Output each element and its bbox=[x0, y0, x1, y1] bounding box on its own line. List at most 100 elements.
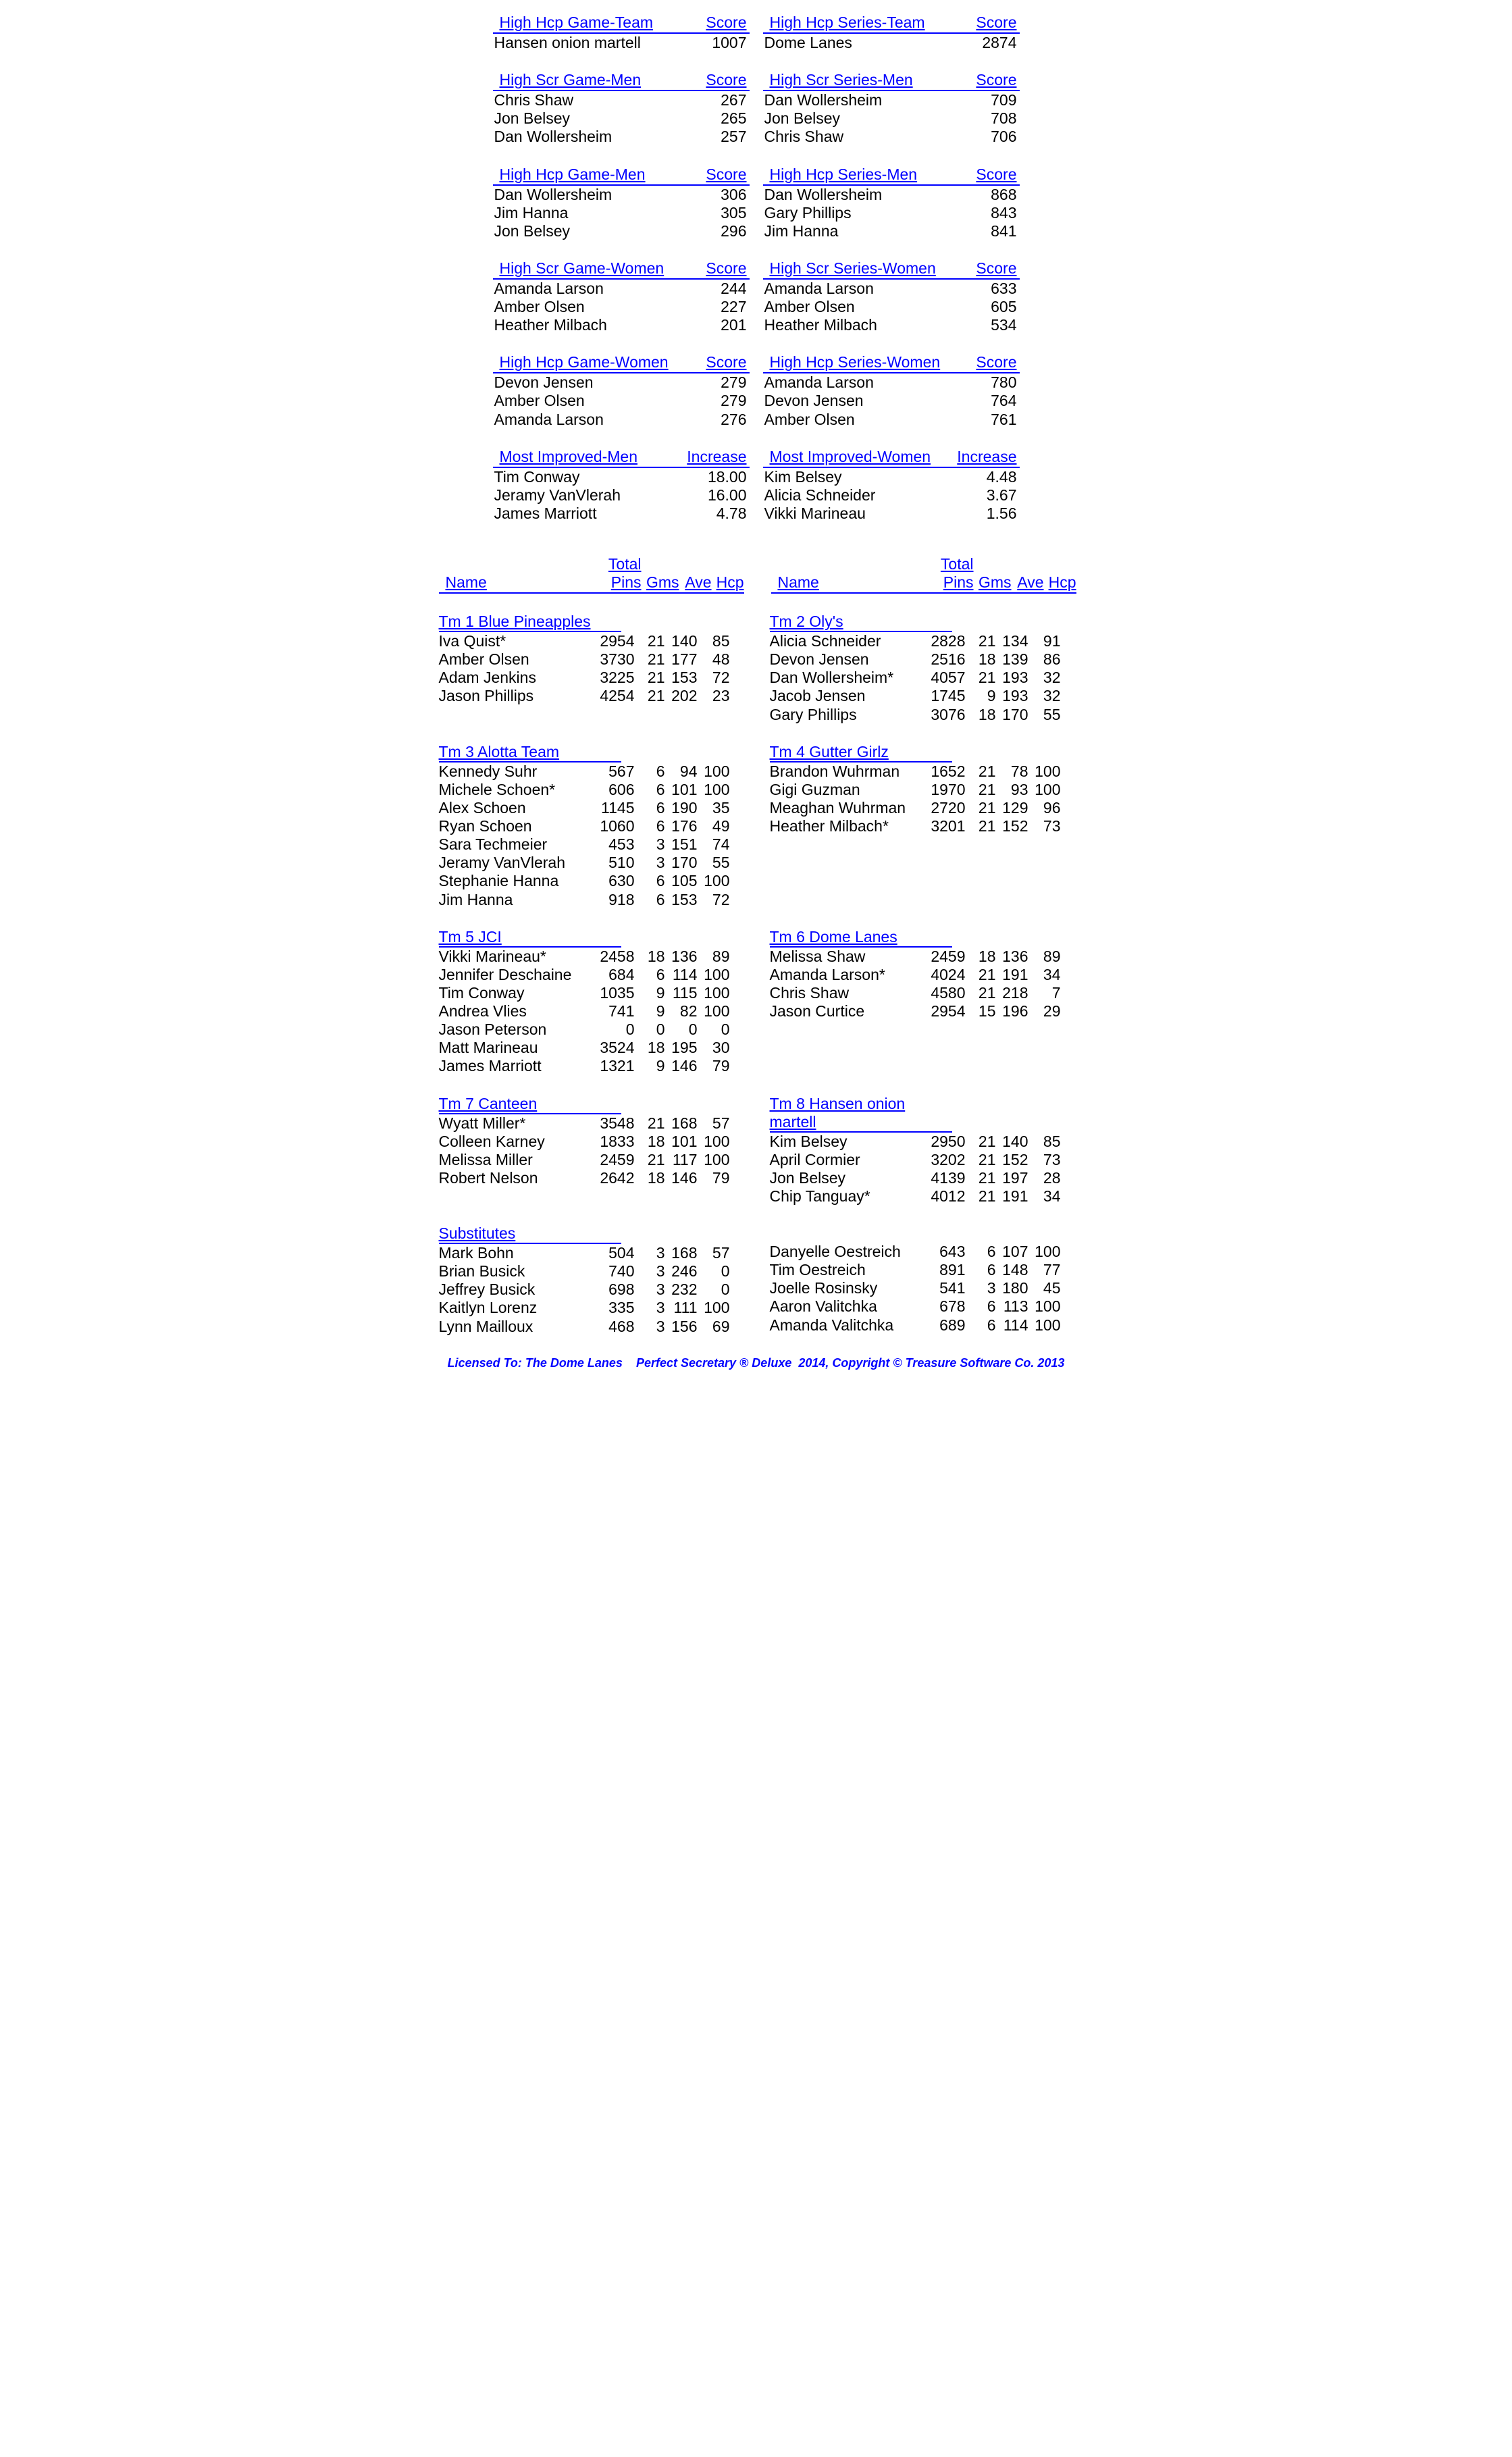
player-gms: 21 bbox=[635, 1151, 665, 1169]
player-row: Chip Tanguay*40122119134 bbox=[770, 1187, 1074, 1206]
player-ave: 151 bbox=[665, 835, 698, 854]
player-hcp: 72 bbox=[698, 891, 730, 909]
player-name: Amanda Valitchka bbox=[770, 1316, 918, 1335]
stat-value: 843 bbox=[991, 204, 1016, 222]
stat-row: Dan Wollersheim709 bbox=[763, 91, 1020, 109]
stat-row: Dome Lanes2874 bbox=[763, 34, 1020, 52]
player-hcp: 48 bbox=[698, 650, 730, 669]
player-ave: 82 bbox=[665, 1002, 698, 1020]
player-gms: 6 bbox=[966, 1243, 996, 1261]
stat-row: Amanda Larson276 bbox=[493, 411, 750, 429]
col-ave: Ave bbox=[679, 573, 712, 592]
player-row: Jeffrey Busick69832320 bbox=[439, 1281, 743, 1299]
player-ave: 196 bbox=[996, 1002, 1028, 1020]
player-pins: 1833 bbox=[588, 1133, 635, 1151]
stat-header: Most Improved-WomenIncrease bbox=[763, 448, 1020, 468]
player-ave: 140 bbox=[996, 1133, 1028, 1151]
player-name: Joelle Rosinsky bbox=[770, 1279, 918, 1297]
player-pins: 643 bbox=[918, 1243, 966, 1261]
player-hcp: 100 bbox=[1028, 1297, 1061, 1316]
player-row: Jon Belsey41392119728 bbox=[770, 1169, 1074, 1187]
player-ave: 94 bbox=[665, 762, 698, 781]
player-ave: 115 bbox=[665, 984, 698, 1002]
team-pair: Tm 1 Blue PineapplesIva Quist*2954211408… bbox=[439, 613, 1074, 724]
stat-value: 265 bbox=[721, 109, 746, 128]
player-row: Dan Wollersheim*40572119332 bbox=[770, 669, 1074, 687]
player-gms: 15 bbox=[966, 1002, 996, 1020]
stat-name: Amber Olsen bbox=[764, 411, 855, 429]
col-gms: Gms bbox=[642, 573, 679, 592]
player-gms: 18 bbox=[635, 948, 665, 966]
player-hcp: 34 bbox=[1028, 966, 1061, 984]
player-hcp: 85 bbox=[698, 632, 730, 650]
player-name: Jennifer Deschaine bbox=[439, 966, 588, 984]
player-pins: 3524 bbox=[588, 1039, 635, 1057]
player-pins: 0 bbox=[588, 1020, 635, 1039]
player-gms: 21 bbox=[635, 632, 665, 650]
player-ave: 153 bbox=[665, 669, 698, 687]
stat-name: Kim Belsey bbox=[764, 468, 842, 486]
player-pins: 2950 bbox=[918, 1133, 966, 1151]
player-name: Mark Bohn bbox=[439, 1244, 588, 1262]
player-name: Melissa Miller bbox=[439, 1151, 588, 1169]
stat-block: High Scr Game-MenScoreChris Shaw267Jon B… bbox=[493, 71, 750, 146]
player-row: Andrea Vlies741982100 bbox=[439, 1002, 743, 1020]
stat-row: Amanda Larson780 bbox=[763, 373, 1020, 392]
stat-name: James Marriott bbox=[494, 505, 597, 523]
player-name: Danyelle Oestreich bbox=[770, 1243, 918, 1261]
player-pins: 740 bbox=[588, 1262, 635, 1281]
stat-name: Dan Wollersheim bbox=[764, 91, 883, 109]
player-ave: 168 bbox=[665, 1114, 698, 1133]
player-name: Lynn Mailloux bbox=[439, 1318, 588, 1336]
team-pair: Tm 3 Alotta TeamKennedy Suhr567694100Mic… bbox=[439, 743, 1074, 909]
stat-value: 16.00 bbox=[708, 486, 747, 505]
stat-score-label: Increase bbox=[687, 448, 746, 466]
stat-value: 279 bbox=[721, 392, 746, 410]
player-pins: 468 bbox=[588, 1318, 635, 1336]
stat-title: High Hcp Game-Men bbox=[500, 165, 646, 184]
player-hcp: 100 bbox=[698, 966, 730, 984]
player-section: Name Total Pins Gms Ave Hcp Name Total P… bbox=[439, 555, 1074, 1336]
team-name: Tm 3 Alotta Team bbox=[439, 743, 560, 760]
stat-row: Jeramy VanVlerah16.00 bbox=[493, 486, 750, 505]
player-name: Jim Hanna bbox=[439, 891, 588, 909]
player-hcp: 32 bbox=[1028, 687, 1061, 705]
player-name: Amber Olsen bbox=[439, 650, 588, 669]
player-name: Gigi Guzman bbox=[770, 781, 918, 799]
player-hcp: 100 bbox=[1028, 781, 1061, 799]
player-pins: 2642 bbox=[588, 1169, 635, 1187]
stat-row: Tim Conway18.00 bbox=[493, 468, 750, 486]
player-row: Meaghan Wuhrman27202112996 bbox=[770, 799, 1074, 817]
stat-score-label: Score bbox=[706, 71, 746, 89]
player-row: Jim Hanna918615372 bbox=[439, 891, 743, 909]
player-ave: 180 bbox=[996, 1279, 1028, 1297]
stat-name: Amber Olsen bbox=[764, 298, 855, 316]
player-gms: 18 bbox=[966, 650, 996, 669]
player-hcp: 100 bbox=[1028, 1243, 1061, 1261]
col-hcp: Hcp bbox=[712, 573, 744, 592]
stat-value: 305 bbox=[721, 204, 746, 222]
stat-title: High Hcp Series-Team bbox=[770, 14, 925, 32]
stat-block: High Scr Series-MenScoreDan Wollersheim7… bbox=[763, 71, 1020, 146]
stat-value: 279 bbox=[721, 373, 746, 392]
stat-name: Amanda Larson bbox=[764, 280, 874, 298]
player-row: Jeramy VanVlerah510317055 bbox=[439, 854, 743, 872]
player-row: Stephanie Hanna6306105100 bbox=[439, 872, 743, 890]
player-hcp: 49 bbox=[698, 817, 730, 835]
stat-name: Heather Milbach bbox=[494, 316, 607, 334]
player-ave: 107 bbox=[996, 1243, 1028, 1261]
player-name: Vikki Marineau* bbox=[439, 948, 588, 966]
player-hcp: 32 bbox=[1028, 669, 1061, 687]
player-pins: 2458 bbox=[588, 948, 635, 966]
player-ave: 170 bbox=[996, 706, 1028, 724]
stat-score-label: Score bbox=[976, 14, 1016, 32]
player-gms: 3 bbox=[966, 1279, 996, 1297]
stat-name: Heather Milbach bbox=[764, 316, 877, 334]
player-row: James Marriott1321914679 bbox=[439, 1057, 743, 1075]
player-name: Colleen Karney bbox=[439, 1133, 588, 1151]
player-hcp: 85 bbox=[1028, 1133, 1061, 1151]
stat-row: Jon Belsey708 bbox=[763, 109, 1020, 128]
player-gms: 21 bbox=[966, 1169, 996, 1187]
player-hcp: 100 bbox=[1028, 1316, 1061, 1335]
player-row: Jacob Jensen1745919332 bbox=[770, 687, 1074, 705]
